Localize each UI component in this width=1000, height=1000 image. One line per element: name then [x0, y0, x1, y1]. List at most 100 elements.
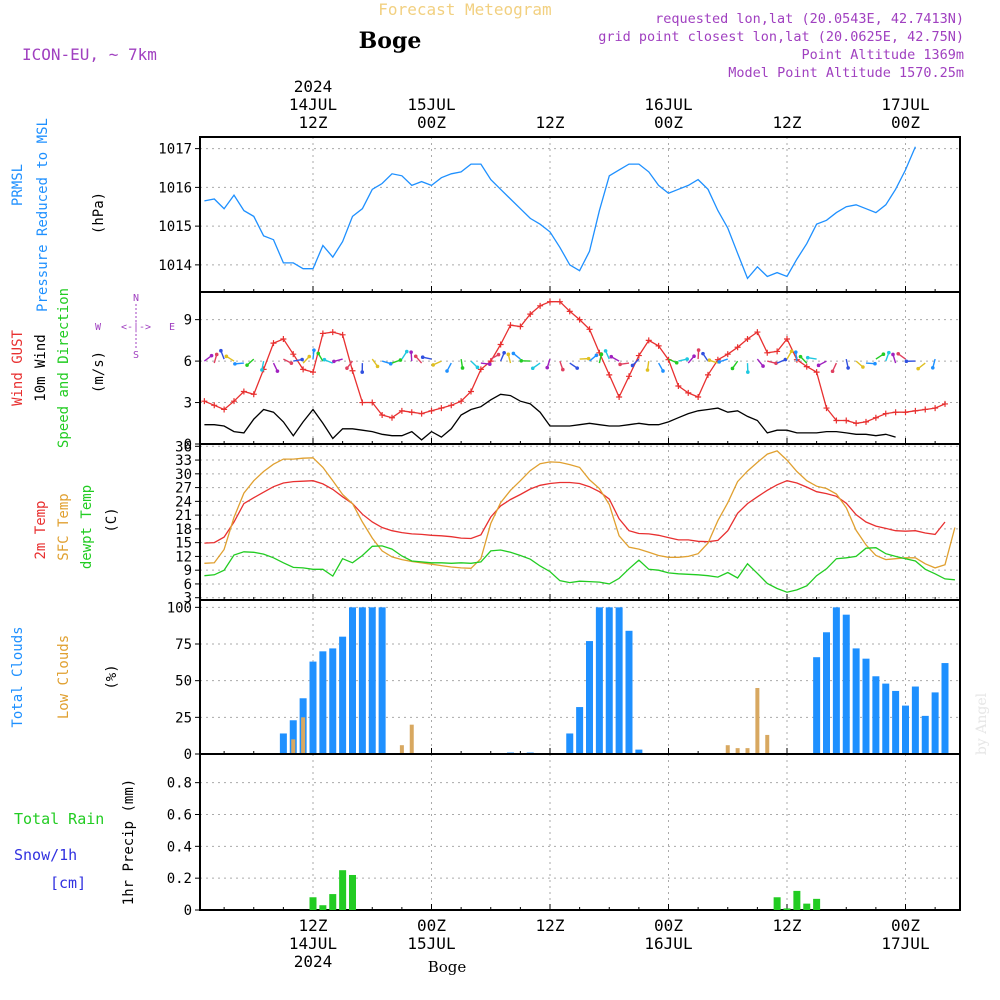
sfc-temp-line: [204, 450, 956, 569]
rain-bar: [793, 890, 801, 910]
wind-direction-arrowhead: [674, 360, 679, 365]
wind-gust-marker: [448, 402, 455, 409]
wind-gust-marker: [231, 398, 237, 405]
pressure-unit: (hPa): [91, 192, 107, 234]
wind-direction-arrowhead: [692, 354, 696, 358]
grid-coords: grid point closest lon,lat (20.0625E, 42…: [598, 29, 964, 45]
wind-direction-label: Speed and Direction: [56, 288, 72, 448]
wind-gust-marker: [280, 335, 287, 342]
wind-gust-marker: [537, 302, 544, 309]
y-tick-label: 6: [184, 354, 192, 370]
low-cloud-bar: [745, 748, 750, 754]
wind-direction-arrowhead: [420, 355, 425, 360]
total-cloud-bar: [586, 641, 593, 754]
wind-gust-marker: [754, 329, 761, 336]
precip-unit: 1hr Precip (mm): [121, 779, 137, 905]
temp-unit: (C): [104, 507, 120, 532]
wind-direction-arrowhead: [488, 362, 492, 366]
y-tick-label: 3: [184, 396, 192, 412]
wind-gust-marker: [556, 298, 563, 305]
wind-gust-marker: [784, 335, 790, 342]
wind-gust-marker: [389, 414, 395, 421]
y-tick-label: 3: [184, 591, 192, 607]
wind-direction-arrowhead: [685, 357, 689, 361]
wind-gust-marker: [843, 417, 850, 424]
y-tick-label: 0: [184, 747, 192, 763]
wind-gust-marker: [458, 398, 465, 405]
rain-bar: [783, 908, 791, 910]
wind-direction-arrowhead: [846, 366, 850, 370]
wind-gust-marker: [369, 399, 376, 406]
total-cloud-bar: [329, 648, 337, 754]
total-cloud-bar: [931, 692, 939, 754]
location-name: Boge: [359, 28, 422, 54]
model-altitude: Model Point Altitude 1570.25m: [728, 65, 964, 81]
wind-gust-marker: [547, 298, 553, 305]
wind-gust-marker: [250, 391, 257, 398]
compass-center: <-|->: [121, 322, 151, 333]
wind-gust-marker: [635, 352, 642, 359]
wind-direction-arrowhead: [260, 368, 264, 372]
precipitation-panel: 0 0.2 0.4 0.6 0.8: [167, 753, 961, 919]
wind-gust-marker: [438, 405, 445, 412]
wind-gust-marker: [310, 369, 316, 376]
wind-gust-marker: [418, 410, 425, 417]
total-cloud-bar: [921, 715, 929, 754]
wind-direction-arrowhead: [707, 358, 712, 362]
wind-gust-marker: [744, 335, 751, 342]
wind-direction-arrowhead: [618, 362, 622, 367]
wind-gust-marker: [932, 405, 939, 412]
wind-gust-marker: [675, 382, 682, 389]
low-clouds-label: Low Clouds: [56, 635, 72, 719]
cloud-unit: (%): [104, 664, 120, 689]
y-tick-label: 0.4: [167, 839, 192, 855]
meteogram-title: Forecast Meteogram: [378, 0, 551, 19]
top-time-label: 16JUL: [644, 95, 692, 114]
y-tick-label: 30: [175, 467, 192, 483]
wind-panel: 0 3 6 9: [184, 291, 961, 453]
wind-direction-arrowhead: [404, 349, 409, 354]
snow-unit: [cm]: [50, 874, 86, 892]
y-tick-label: 0: [184, 903, 192, 919]
y-tick-label: 1014: [158, 258, 192, 274]
total-cloud-bar: [625, 630, 633, 754]
total-cloud-bar: [368, 607, 376, 754]
wind-gust-marker: [379, 411, 386, 418]
wind-gust-marker: [477, 366, 484, 373]
pressure-line: [204, 146, 916, 280]
wind-gust-marker: [705, 371, 711, 378]
wind-gust-marker: [408, 409, 415, 416]
y-tick-label: 9: [184, 563, 192, 579]
wind-gust-marker: [912, 407, 919, 414]
model-label: ICON-EU, ~ 7km: [22, 45, 157, 64]
wind-gust-marker: [270, 340, 277, 347]
wind-gust-marker: [201, 398, 208, 405]
total-cloud-bar: [309, 661, 317, 754]
dewpt-temp-line: [204, 545, 955, 593]
pressure-panel: 1014 1015 1016 1017: [158, 136, 961, 293]
wind-gust-marker: [892, 409, 899, 416]
wind-gust-marker: [863, 418, 869, 425]
wind-gust-marker: [497, 341, 504, 348]
wind-direction-arrowhead: [896, 352, 901, 356]
wind-gust-marker: [616, 394, 623, 401]
total-cloud-bar: [813, 657, 821, 754]
wind-direction-arrowhead: [575, 366, 580, 370]
wind-direction-arrowhead: [561, 367, 565, 372]
compass-west: W: [95, 322, 102, 333]
temp2m-label: 2m Temp: [33, 500, 49, 559]
wind-direction-arrowhead: [511, 351, 516, 356]
y-tick-label: 1017: [158, 142, 192, 158]
y-tick-label: 18: [175, 522, 192, 538]
total-cloud-bar: [319, 651, 327, 754]
y-tick-label: 33: [175, 453, 192, 469]
wind-direction-arrowhead: [214, 352, 219, 357]
requested-coords: requested lon,lat (20.0543E, 42.7413N): [655, 11, 964, 27]
wind-direction-arrowhead: [873, 361, 877, 366]
bottom-time-label: 15JUL: [407, 934, 455, 953]
wind-gust-marker: [428, 407, 435, 414]
wind-direction-arrowhead: [793, 350, 798, 354]
wind-direction-arrowhead: [789, 349, 794, 354]
